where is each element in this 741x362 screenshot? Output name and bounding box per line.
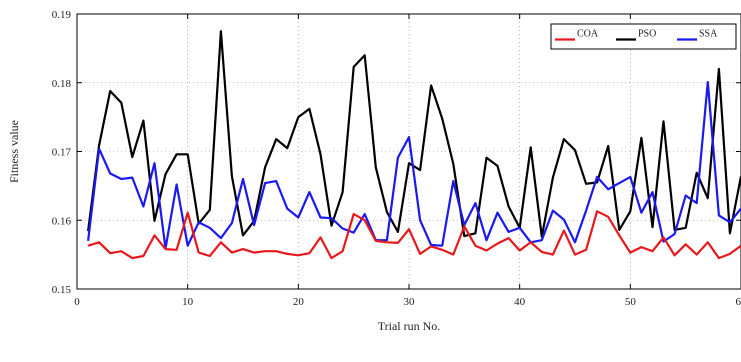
legend-label-coa: COA: [577, 29, 599, 40]
x-tick-label: 30: [404, 296, 416, 308]
legend: COA PSO SSA: [551, 24, 736, 49]
x-tick-label: 60: [736, 296, 741, 308]
y-tick-label: 0.19: [52, 9, 72, 21]
y-tick-label: 0.15: [52, 284, 72, 296]
series-line-pso: [88, 31, 741, 237]
series-line-ssa: [88, 82, 741, 248]
y-tick-label: 0.16: [52, 215, 72, 227]
x-tick-label: 10: [182, 296, 194, 308]
y-tick-label: 0.18: [52, 78, 72, 90]
x-tick-label: 50: [625, 296, 637, 308]
x-axis-title: Trial run No.: [378, 319, 441, 333]
y-tick-label: 0.17: [52, 147, 72, 159]
x-tick-label: 20: [293, 296, 305, 308]
x-tick-label: 40: [514, 296, 526, 308]
y-axis-title: Fitness value: [7, 120, 21, 183]
legend-label-ssa: SSA: [699, 29, 718, 40]
x-tick-label: 0: [74, 296, 80, 308]
series-lines: [88, 31, 741, 258]
legend-label-pso: PSO: [638, 29, 656, 40]
